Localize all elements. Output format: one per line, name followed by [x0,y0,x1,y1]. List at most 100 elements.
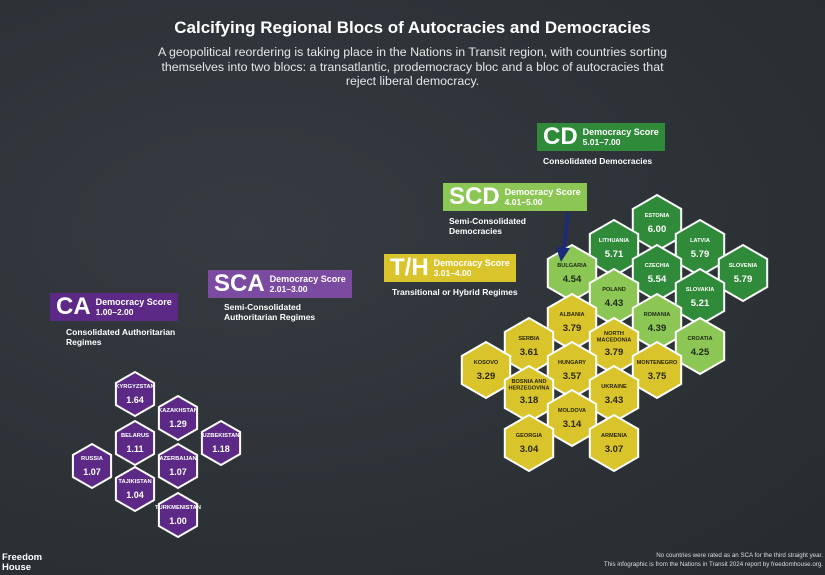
hex-shape [200,419,242,467]
legend-scd-score-label: Democracy Score [504,187,581,197]
hex-czechia: CZECHIA 5.54 [631,243,683,303]
country-score-label: 5.54 [648,274,667,285]
legend-ca-score-label: Democracy Score [95,297,172,307]
hex-kosovo: KOSOVO 3.29 [460,340,512,400]
legend-sca-score-label: Democracy Score [269,274,346,284]
hex-latvia: LATVIA 5.79 [674,218,726,278]
legend-cd-category: Consolidated Democracies [543,156,653,166]
hex-turkmenistan: TURKMENISTAN 1.00 [155,491,201,539]
hex-georgia: GEORGIA 3.04 [503,413,555,473]
country-name-label: UKRAINE [601,384,627,390]
country-score-label: 4.43 [605,298,624,309]
country-name-label: MACEDONIA [597,338,632,344]
legend-sca-abbr: SCA [214,270,265,297]
country-name-label: MOLDOVA [558,408,586,414]
hex-montenegro: MONTENEGRO 3.75 [631,340,683,400]
country-score-label: 4.54 [563,274,582,285]
country-score-label: 4.39 [648,323,667,334]
country-score-label: 1.04 [126,490,144,500]
page-title: Calcifying Regional Blocs of Autocracies… [174,18,651,37]
legend-scd-category: Semi-Consolidated Democracies [449,216,526,236]
hex-shape [157,442,199,490]
country-name-label: ALBANIA [559,312,584,318]
country-score-label: 5.21 [691,298,710,309]
hex-shape [546,388,598,448]
legend-ca-badge: CA Democracy Score 1.00–2.00 [50,293,178,321]
country-name-label: UZBEKISTAN [203,433,240,439]
hex-albania: ALBANIA 3.79 [546,292,598,352]
country-name-label: MONTENEGRO [637,360,678,366]
hex-shape [674,267,726,327]
hex-shape [460,340,512,400]
hex-kazakhstan: KAZAKHSTAN 1.29 [157,394,199,442]
country-name-label: POLAND [602,287,626,293]
legend-cd-range: 5.01–7.00 [582,137,621,147]
country-name-label: RUSSIA [81,456,104,462]
country-name-label: CZECHIA [645,263,670,269]
hex-kyrgyzstan: KYRGYZSTAN 1.64 [114,370,156,418]
footer-notes: No countries were rated as an SCA for th… [423,551,823,569]
legend-scd-range: 4.01–5.00 [504,197,543,207]
country-score-label: 1.64 [126,395,144,405]
country-name-label: HERZEGOVINA [508,386,549,392]
country-score-label: 6.00 [648,224,667,235]
hex-shape [114,370,156,418]
hex-shape [503,364,555,424]
country-name-label: SLOVAKIA [686,287,715,293]
legend-cd-abbr: CD [543,123,578,150]
country-score-label: 3.79 [605,347,624,358]
legend-sca-badge: SCA Democracy Score 2.01–3.00 [208,270,352,298]
hex-shape [631,340,683,400]
hex-shape [674,218,726,278]
legend-cd-badge: CD Democracy Score 5.01–7.00 [537,123,665,151]
country-score-label: 3.14 [563,419,582,430]
country-name-label: HUNGARY [558,360,586,366]
country-score-label: 3.43 [605,395,624,406]
country-name-label: BOSNIA AND [511,379,546,385]
country-score-label: 3.07 [605,444,624,455]
legend-th-score-label: Democracy Score [433,258,510,268]
country-score-label: 1.18 [212,444,230,454]
hex-shape [157,394,199,442]
hex-shape [114,419,156,467]
hex-shape [631,193,683,253]
country-score-label: 3.75 [648,371,667,382]
country-name-label: ROMANIA [644,312,671,318]
country-name-label: ESTONIA [645,213,670,219]
country-name-label: KAZAKHSTAN [158,408,198,414]
legend-scd-abbr: SCD [449,183,500,210]
hex-armenia: ARMENIA 3.07 [588,413,640,473]
legend-th-badge: T/H Democracy Score 3.01–4.00 [384,254,516,282]
hex-moldova: MOLDOVA 3.14 [546,388,598,448]
country-name-label: SLOVENIA [729,263,758,269]
legend-cd-score-label: Democracy Score [582,127,659,137]
footer-source: This infographic is from the Nations in … [603,561,823,568]
hex-croatia: CROATIA 4.25 [674,316,726,376]
country-name-label: CROATIA [687,336,712,342]
legend-sca-range: 2.01–3.00 [269,284,308,294]
hex-tajikistan: TAJIKISTAN 1.04 [114,465,156,513]
country-name-label: NORTH [604,331,624,337]
hex-shape [114,465,156,513]
country-name-label: LITHUANIA [599,238,629,244]
country-name-label: TAJIKISTAN [118,479,151,485]
hex-shape [588,413,640,473]
country-name-label: LATVIA [690,238,710,244]
freedom-house-logo: Freedom House [2,552,43,573]
hex-uzbekistan: UZBEKISTAN 1.18 [200,419,242,467]
legend-sca-category: Semi-Consolidated Authoritarian Regimes [224,302,316,322]
hex-shape [157,491,199,539]
country-name-label: ARMENIA [601,433,627,439]
country-score-label: 4.25 [691,347,710,358]
hex-slovakia: SLOVAKIA 5.21 [674,267,726,327]
hex-shape [674,316,726,376]
country-score-label: 3.61 [520,347,539,358]
country-name-label: AZERBAIJAN [159,456,196,462]
country-score-label: 1.07 [169,467,187,477]
country-name-label: SERBIA [518,336,539,342]
legend-scd-badge: SCD Democracy Score 4.01–5.00 [443,183,587,211]
scd-arrow-icon [556,212,570,262]
country-score-label: 5.79 [691,249,710,260]
